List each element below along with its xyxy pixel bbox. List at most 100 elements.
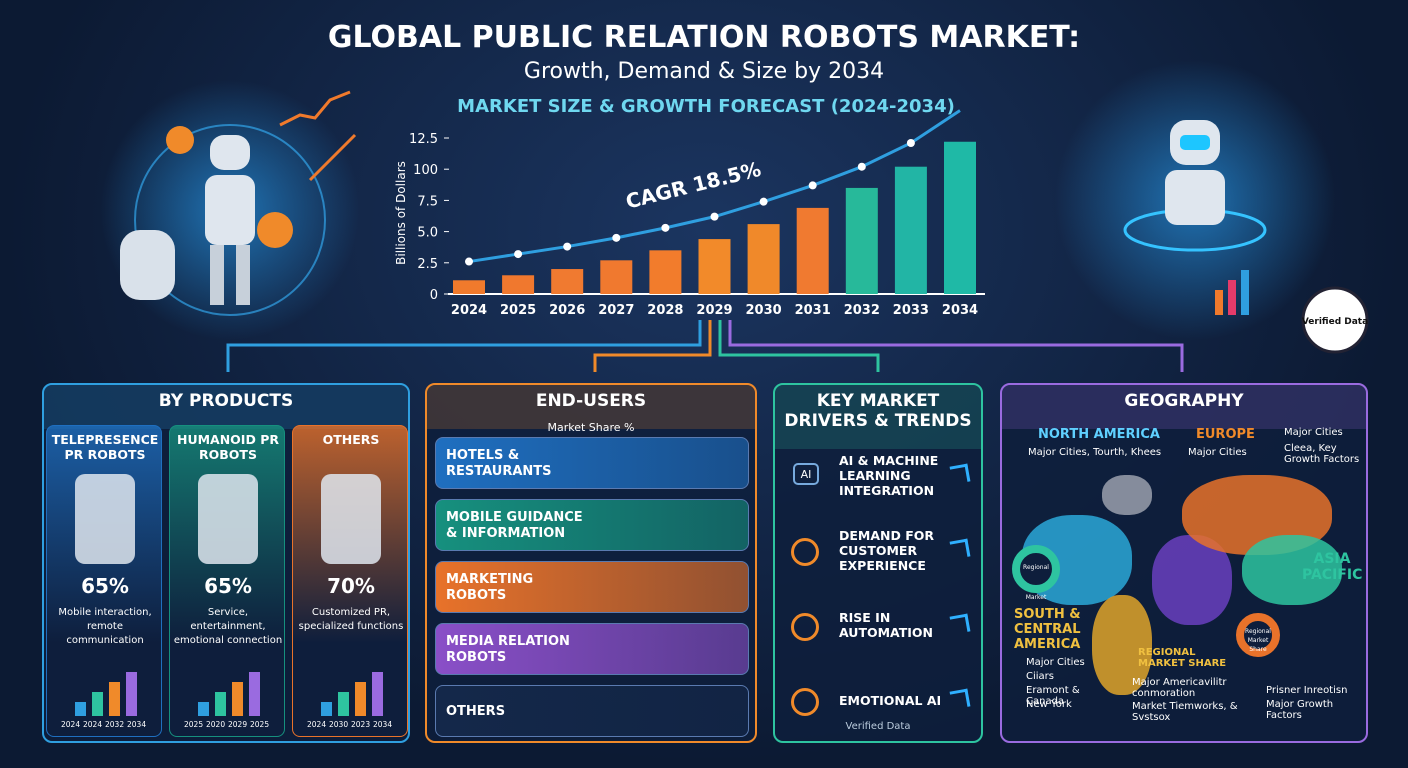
y-tick-label: 100: [413, 163, 438, 178]
mini-bar: [232, 682, 243, 716]
bar: [796, 207, 829, 294]
driver-label: DEMAND FOR CUSTOMER EXPERIENCE: [839, 527, 935, 573]
driver-footer: Verified Data: [845, 721, 911, 732]
end-user-row: MOBILE GUIDANCE & INFORMATION: [435, 499, 749, 551]
trend-point: [857, 162, 866, 171]
panel-title: GEOGRAPHY: [1002, 385, 1366, 429]
donut: Regional Market: [1012, 545, 1060, 601]
bar: [845, 187, 878, 294]
drivers-panel: KEY MARKET DRIVERS & TRENDS AI AI & MACHIN…: [773, 383, 983, 743]
driver-icon: [791, 538, 819, 566]
product-card: OTHERS 70% Customized PR, specialized func…: [292, 425, 408, 737]
product-desc: Service, entertainment, emotional connec…: [173, 607, 283, 646]
bar: [698, 239, 731, 294]
region-note: Eramont & Canada: [1026, 685, 1080, 707]
geography-panel: GEOGRAPHY NORTH AMERICA Major Cities, Tour…: [1000, 383, 1368, 743]
bar: [502, 275, 535, 294]
trend-point: [514, 250, 523, 259]
mini-bar: [372, 672, 383, 716]
title: GLOBAL PUBLIC RELATION ROBOTS MARKET:: [328, 20, 1080, 55]
x-tick-label: 2031: [795, 303, 831, 318]
bar: [453, 280, 485, 294]
region-note: Ciiars: [1026, 671, 1054, 682]
driver-arrow: [949, 463, 971, 485]
trend-point: [465, 257, 473, 266]
trend-point: [906, 138, 915, 147]
end-user-label: MEDIA RELATION ROBOTS: [446, 634, 570, 665]
mini-year: 2034: [373, 720, 393, 729]
product-share: 65%: [204, 574, 252, 598]
driver-label: EMOTIONAL AI: [839, 692, 942, 708]
end-user-row: HOTELS & RESTAURANTS: [435, 437, 749, 489]
driver-icon: [791, 613, 819, 641]
region-name: EUROPE: [1196, 427, 1255, 442]
x-tick-label: 2024: [451, 303, 487, 318]
driver-label: AI & MACHINE LEARNING INTEGRATION: [839, 452, 939, 498]
end-user-label: MOBILE GUIDANCE & INFORMATION: [446, 510, 583, 541]
end-user-label: HOTELS & RESTAURANTS: [446, 448, 552, 479]
end-user-label: MARKETING ROBOTS: [446, 572, 534, 603]
mini-year: 2024: [307, 720, 327, 729]
bar: [649, 250, 682, 294]
map-region: [1092, 595, 1152, 695]
end-users-panel: END-USERS Market Share % HOTELS & RESTAURA…: [425, 383, 757, 743]
region-note: Major Growth Factors: [1266, 699, 1334, 721]
trend-point: [808, 181, 817, 190]
mini-bar: [126, 672, 137, 716]
product-icon: [75, 474, 135, 564]
badge: Verified Data: [1302, 317, 1368, 327]
product-card: HUMANOID PR ROBOTS 65% Service, entertainm…: [169, 425, 285, 737]
x-tick-label: 2025: [500, 303, 536, 318]
flow-arrows: [226, 320, 1184, 372]
mini-bar: [321, 702, 332, 716]
trend-point: [759, 197, 768, 206]
chart-title: MARKET SIZE & GROWTH FORECAST (2024-2034…: [457, 96, 955, 117]
mini-bar: [92, 692, 103, 716]
end-users-subtitle: Market Share %: [547, 421, 635, 434]
driver-label: RISE IN AUTOMATION: [839, 610, 934, 640]
x-tick-label: 2026: [549, 303, 585, 318]
map-region: [1102, 475, 1152, 515]
driver-arrow: [949, 688, 971, 710]
trend-point: [612, 233, 621, 242]
product-desc: Customized PR, specialized functions: [298, 607, 404, 632]
product-icon: [321, 474, 381, 564]
mini-bar: [249, 672, 260, 716]
x-tick-label: 2027: [598, 303, 634, 318]
product-name: TELEPRESENCE PR ROBOTS: [51, 432, 159, 462]
y-axis-label: Billions of Dollars: [394, 161, 408, 265]
end-user-label: OTHERS: [446, 704, 506, 719]
x-tick-label: 2034: [942, 303, 978, 318]
region-note: Major Cities, Tourth, Khees: [1028, 447, 1162, 458]
driver-icon: [791, 688, 819, 716]
region-note: Cleea, Key Growth Factors: [1284, 443, 1360, 465]
product-share: 65%: [81, 574, 129, 598]
mini-year: 2025: [184, 720, 204, 729]
mini-year: 2025: [250, 720, 270, 729]
x-tick-label: 2028: [647, 303, 683, 318]
mini-bar: [355, 682, 366, 716]
map-region: [1242, 535, 1342, 605]
annotation: CAGR 18.5%: [623, 157, 763, 214]
mini-year: 2024: [61, 720, 81, 729]
mini-bar: [75, 702, 86, 716]
mini-year: 2030: [329, 720, 349, 729]
mini-bar: [338, 692, 349, 716]
panel-title: KEY MARKET DRIVERS & TRENDS: [775, 385, 981, 449]
region-note: Major Cities: [1026, 657, 1085, 668]
driver-arrow: [949, 613, 971, 635]
y-tick-label: 5.0: [417, 226, 438, 241]
bar: [747, 224, 780, 294]
y-tick-label: 2.5: [417, 257, 438, 272]
mini-year: 2034: [127, 720, 147, 729]
trend-point: [661, 223, 670, 232]
trend-point: [710, 212, 719, 221]
region-note: Major Americavilitr conmoration: [1132, 677, 1227, 699]
trend-point: [563, 242, 572, 251]
illustration-left: [100, 80, 360, 340]
region-note: Market Tiemworks, & Svstsox: [1132, 701, 1238, 723]
y-tick-label: 12.5: [409, 132, 438, 147]
mini-year: 2032: [105, 720, 125, 729]
illustration-right: [1055, 60, 1369, 354]
y-tick-label: 0: [430, 288, 438, 303]
